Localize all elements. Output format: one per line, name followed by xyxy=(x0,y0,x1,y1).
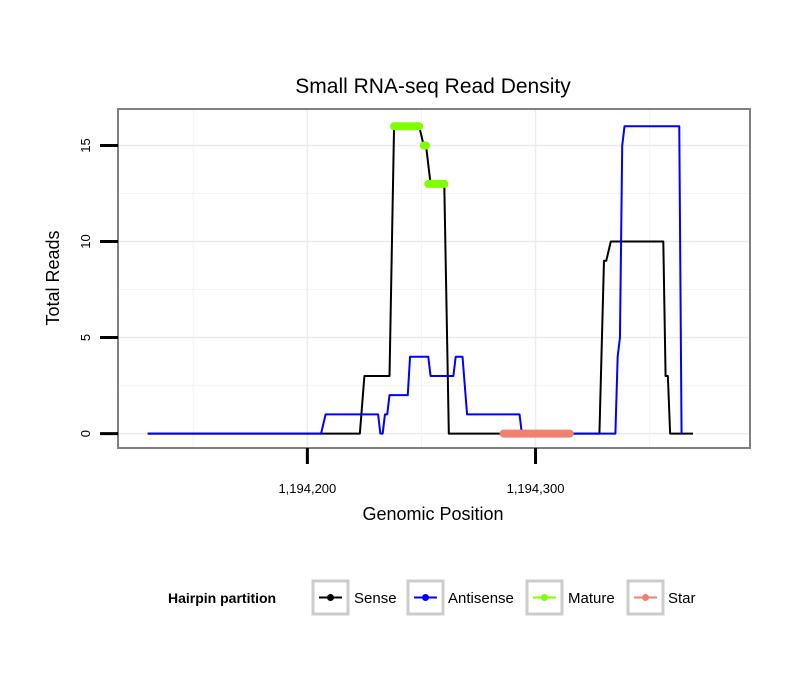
x-tick-label: 1,194,300 xyxy=(507,481,565,496)
plot-border xyxy=(117,108,751,449)
legend-key-dot-antisense xyxy=(422,594,429,601)
y-axis: 0 5 10 15 xyxy=(78,138,118,437)
y-axis-title: Total Reads xyxy=(43,230,63,325)
y-tick-label: 5 xyxy=(78,334,93,341)
legend-label-star: Star xyxy=(668,590,696,607)
legend-label-sense: Sense xyxy=(354,590,397,607)
x-axis: 1,194,200 1,194,300 xyxy=(278,448,564,496)
plot-panel xyxy=(118,109,750,448)
legend-key-dot-sense xyxy=(327,594,334,601)
chart-title: Small RNA-seq Read Density xyxy=(295,75,571,98)
y-tick-label: 10 xyxy=(78,234,93,248)
series-layer xyxy=(147,122,693,438)
legend-label-mature: Mature xyxy=(568,590,615,607)
x-axis-title: Genomic Position xyxy=(362,504,503,524)
legend-title: Hairpin partition xyxy=(168,590,276,606)
series-line-antisense xyxy=(147,125,683,435)
legend: Hairpin partition Sense Antisense Mature St… xyxy=(168,579,696,616)
legend-key-dot-mature xyxy=(541,594,548,601)
y-tick-label: 0 xyxy=(78,430,93,437)
legend-label-antisense: Antisense xyxy=(448,590,514,607)
y-tick-label: 15 xyxy=(78,138,93,152)
x-tick-label: 1,194,200 xyxy=(278,481,336,496)
legend-key-dot-star xyxy=(642,594,649,601)
